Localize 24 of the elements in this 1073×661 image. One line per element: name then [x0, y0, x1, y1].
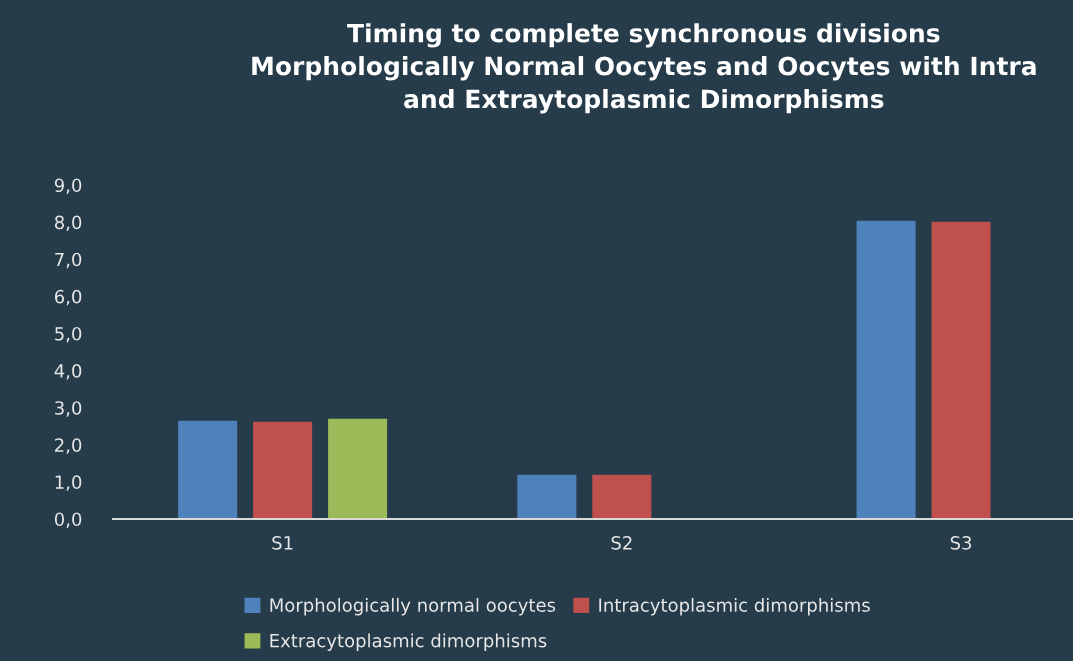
y-tick-label: 3,0: [55, 401, 82, 417]
y-tick-label: 1,0: [55, 475, 82, 491]
bar: [178, 420, 238, 519]
chart-title: Timing to complete synchronous divisions Morphologically Normal Oocytes and Oocytes with Intra and Extraytoplasmic Dimorphisms: [252, 23, 1036, 114]
bar: [856, 220, 916, 519]
y-tick-label: 2,0: [55, 438, 82, 454]
y-tick-label: 4,0: [54, 364, 82, 380]
bar: [253, 421, 313, 519]
x-tick-label: S2: [611, 535, 632, 550]
legend-label: Morphologically normal oocytes: [270, 597, 556, 616]
x-tick-label: S3: [950, 535, 972, 550]
bar: [592, 474, 652, 519]
x-tick-label: S1: [272, 535, 293, 550]
y-tick-label: 8,0: [54, 215, 82, 232]
bar: [517, 474, 577, 519]
bar: [931, 221, 991, 519]
y-tick-label: 6,0: [54, 289, 82, 306]
bar: [328, 418, 388, 519]
y-tick-label: 9,0: [54, 178, 82, 194]
legend-label: Intracytoplasmic dimorphisms: [599, 597, 870, 616]
y-tick-label: 0,0: [54, 512, 82, 528]
y-tick-label: 5,0: [55, 326, 82, 343]
legend-label: Extracytoplasmic dimorphisms: [270, 633, 547, 651]
y-tick-label: 7,0: [55, 252, 82, 269]
